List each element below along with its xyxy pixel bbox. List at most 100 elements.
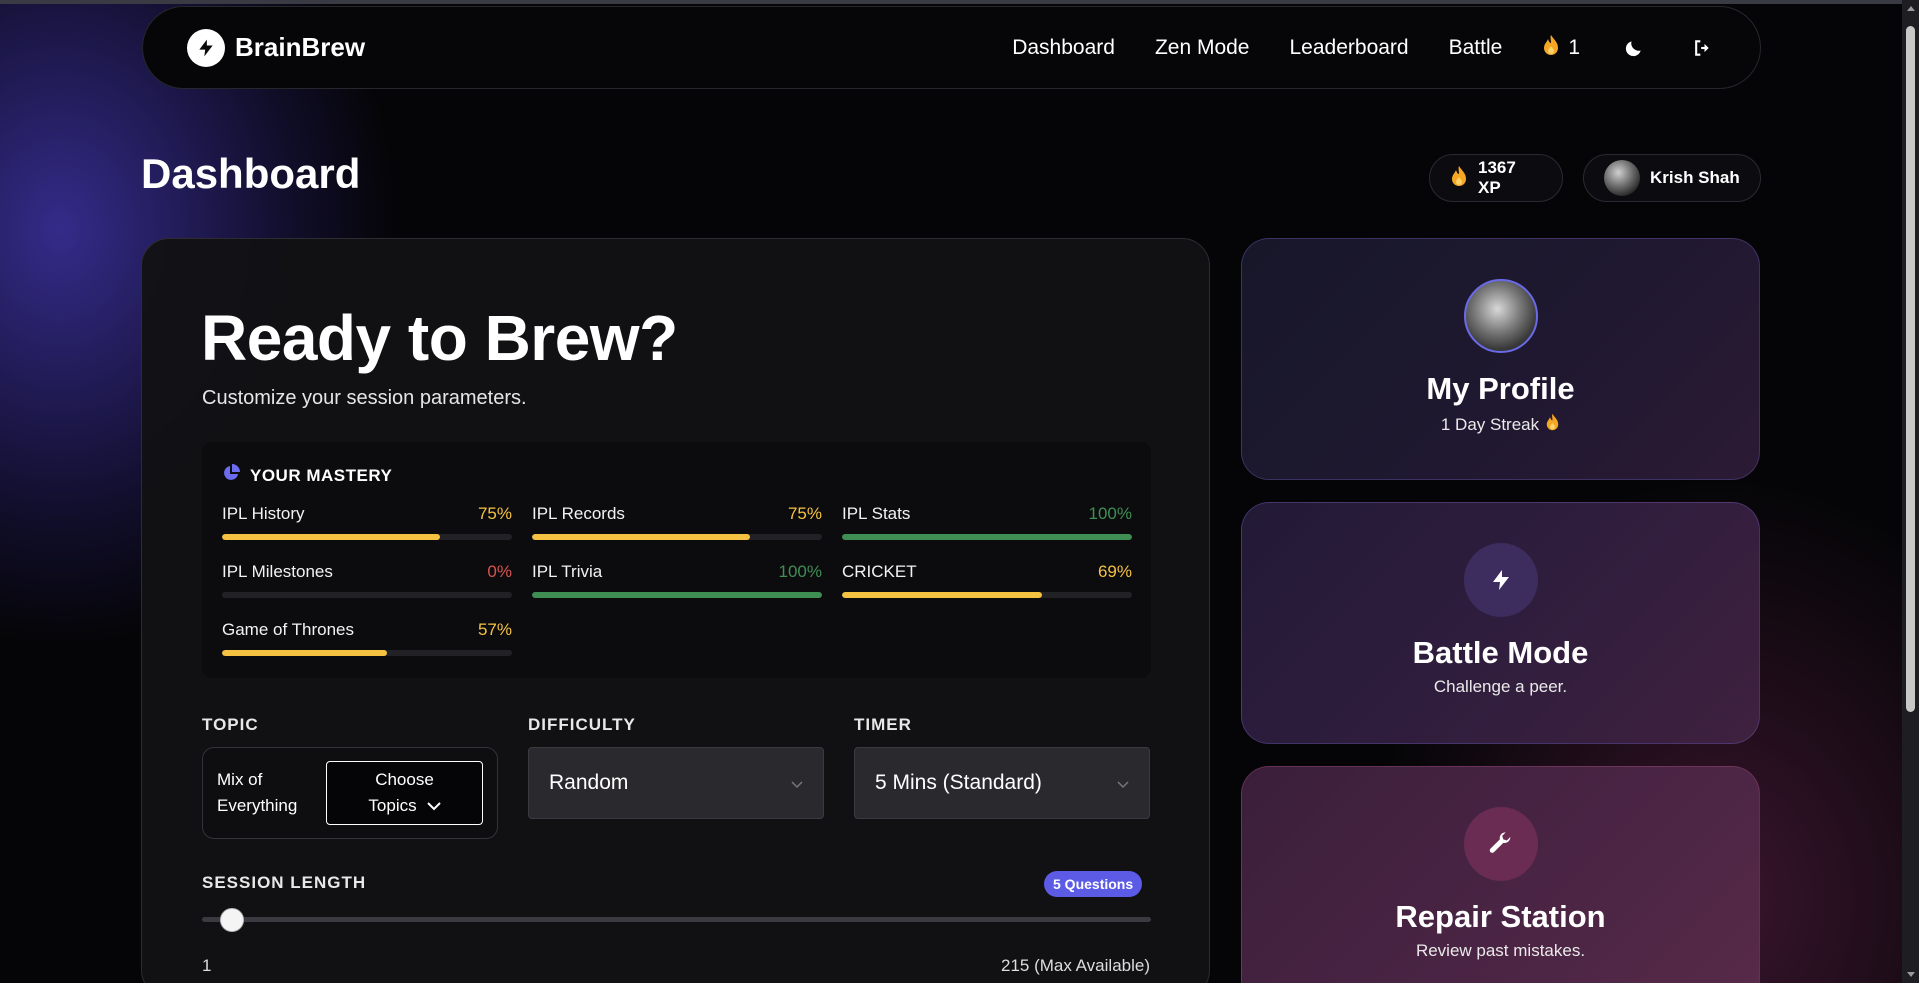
mastery-progress-track: [842, 592, 1132, 598]
mastery-item: IPL Stats 100%: [842, 504, 1132, 540]
mastery-item-row: IPL History 75%: [222, 504, 512, 524]
user-name: Krish Shah: [1650, 168, 1740, 187]
profile-card-title: My Profile: [1426, 371, 1575, 406]
flame-icon: [1542, 34, 1560, 62]
timer-select[interactable]: 5 Mins (Standard): [854, 747, 1150, 819]
mastery-panel: YOUR MASTERY IPL History 75% IPL Records 75…: [202, 442, 1151, 678]
page-scrollbar[interactable]: [1902, 0, 1919, 983]
mastery-item: Game of Thrones 57%: [222, 620, 512, 656]
mastery-grid: IPL History 75% IPL Records 75% IPL Stats 100…: [222, 504, 1132, 656]
mastery-heading-text: YOUR MASTERY: [250, 465, 393, 485]
mastery-topic-label: Game of Thrones: [222, 620, 354, 639]
battle-card-title: Battle Mode: [1412, 635, 1589, 670]
choose-topics-label-2: Topics: [368, 796, 417, 815]
flame-icon: [1545, 413, 1560, 436]
avatar: [1604, 160, 1640, 196]
streak-text: 1 Day Streak: [1440, 414, 1540, 434]
mastery-item-row: CRICKET 69%: [842, 562, 1132, 582]
chevron-down-icon: [791, 771, 803, 795]
bolt-icon: [1463, 543, 1538, 617]
page-title: Dashboard: [141, 150, 361, 197]
timer-value: 5 Mins (Standard): [875, 771, 1042, 794]
mastery-heading: YOUR MASTERY: [222, 464, 1131, 487]
repair-station-card[interactable]: Repair Station Review past mistakes.: [1241, 766, 1760, 983]
logout-icon[interactable]: [1688, 34, 1716, 62]
session-length-label: SESSION LENGTH: [202, 873, 367, 892]
window-top-border: [0, 0, 1919, 4]
mastery-progress-track: [222, 534, 512, 540]
nav-link-dashboard[interactable]: Dashboard: [1012, 35, 1115, 59]
mastery-item: IPL Milestones 0%: [222, 562, 512, 598]
mastery-item: IPL Records 75%: [532, 504, 822, 540]
mastery-item-row: IPL Trivia 100%: [532, 562, 822, 582]
mastery-item-row: IPL Records 75%: [532, 504, 822, 524]
mastery-item-row: IPL Stats 100%: [842, 504, 1132, 524]
mastery-item-row: IPL Milestones 0%: [222, 562, 512, 582]
pie-chart-icon: [222, 464, 240, 487]
slider-min-label: 1: [202, 956, 212, 975]
mastery-topic-label: IPL History: [222, 504, 305, 523]
session-length-slider-thumb[interactable]: [220, 908, 244, 932]
mastery-item: IPL Trivia 100%: [532, 562, 822, 598]
profile-card-subtitle: 1 Day Streak: [1441, 413, 1560, 436]
mastery-topic-label: IPL Stats: [842, 504, 911, 523]
repair-card-subtitle: Review past mistakes.: [1415, 941, 1586, 960]
nav-streak[interactable]: 1: [1542, 34, 1580, 62]
mastery-percent: 100%: [1088, 504, 1132, 523]
timer-label: TIMER: [854, 715, 912, 734]
topic-value: Mix of Everything: [217, 770, 298, 815]
topic-label: TOPIC: [202, 715, 259, 734]
mastery-progress-fill: [222, 650, 388, 656]
mastery-topic-label: CRICKET: [842, 562, 917, 581]
xp-chip: 1367 XP: [1429, 154, 1563, 202]
difficulty-label: DIFFICULTY: [528, 715, 636, 734]
questions-badge: 5 Questions: [1044, 871, 1143, 897]
repair-card-title: Repair Station: [1395, 899, 1606, 934]
difficulty-select[interactable]: Random: [528, 747, 824, 819]
streak-count: 1: [1568, 35, 1580, 59]
scroll-down-arrow[interactable]: [1907, 972, 1915, 977]
hero-subtitle: Customize your session parameters.: [202, 387, 527, 409]
xp-value: 1367 XP: [1478, 158, 1516, 197]
mastery-topic-label: IPL Records: [532, 504, 625, 523]
choose-topics-button[interactable]: Choose Topics: [326, 761, 483, 825]
nav-link-battle[interactable]: Battle: [1448, 35, 1503, 59]
mastery-progress-track: [222, 650, 512, 656]
mastery-item: CRICKET 69%: [842, 562, 1132, 598]
flame-icon: [1450, 165, 1468, 192]
mastery-progress-track: [222, 592, 512, 598]
mastery-topic-label: IPL Milestones: [222, 562, 333, 581]
battle-mode-card[interactable]: Battle Mode Challenge a peer.: [1241, 502, 1760, 744]
mastery-progress-track: [532, 534, 822, 540]
mastery-percent: 100%: [778, 562, 822, 581]
my-profile-card[interactable]: My Profile 1 Day Streak: [1241, 238, 1760, 480]
mastery-progress-fill: [222, 534, 440, 540]
mastery-percent: 57%: [477, 620, 512, 639]
choose-topics-label-1: Choose: [375, 770, 434, 789]
mastery-percent: 0%: [487, 562, 512, 581]
chevron-down-icon: [1117, 771, 1129, 795]
user-chip[interactable]: Krish Shah: [1583, 154, 1761, 202]
mastery-item: IPL History 75%: [222, 504, 512, 540]
battle-card-subtitle: Challenge a peer.: [1433, 677, 1568, 696]
topic-field: Mix of Everything Choose Topics: [202, 747, 498, 839]
session-setup-card: Ready to Brew? Customize your session pa…: [141, 238, 1210, 983]
session-length-slider-track[interactable]: [202, 917, 1151, 922]
mastery-progress-fill: [842, 534, 1132, 540]
mastery-progress-track: [532, 592, 822, 598]
hero-title: Ready to Brew?: [201, 302, 678, 374]
nav-link-leaderboard[interactable]: Leaderboard: [1289, 35, 1409, 59]
brand-logo[interactable]: BrainBrew: [187, 28, 366, 67]
moon-icon[interactable]: [1620, 34, 1648, 62]
scroll-up-arrow[interactable]: [1907, 6, 1915, 11]
mastery-percent: 69%: [1097, 562, 1132, 581]
nav-link-zen-mode[interactable]: Zen Mode: [1154, 35, 1250, 59]
brand-name: BrainBrew: [235, 32, 366, 62]
mastery-item-row: Game of Thrones 57%: [222, 620, 512, 640]
wrench-icon: [1463, 807, 1538, 881]
mastery-percent: 75%: [787, 504, 822, 523]
scroll-thumb[interactable]: [1906, 26, 1915, 712]
mastery-percent: 75%: [477, 504, 512, 523]
chevron-down-icon: [426, 793, 441, 819]
mastery-progress-fill: [842, 592, 1043, 598]
